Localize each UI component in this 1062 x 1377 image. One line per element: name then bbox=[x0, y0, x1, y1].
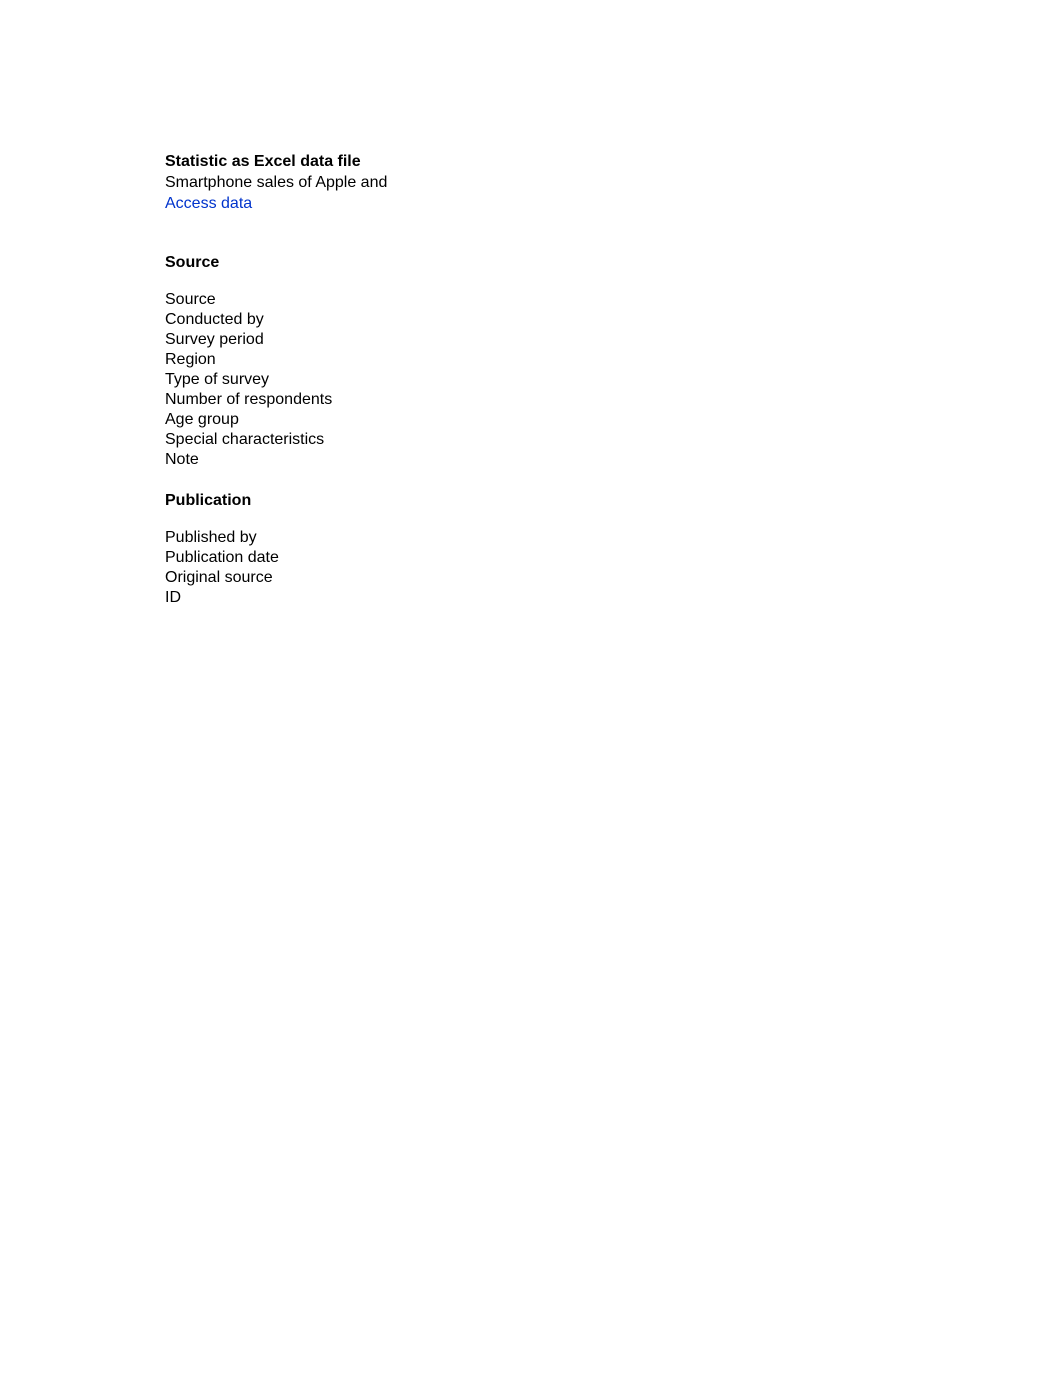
publication-section: Publication Published by Publication dat… bbox=[165, 492, 387, 608]
note-label: Note bbox=[165, 450, 387, 470]
number-of-respondents-label: Number of respondents bbox=[165, 390, 387, 410]
region-label: Region bbox=[165, 350, 387, 370]
publication-date-label: Publication date bbox=[165, 548, 387, 568]
content-container: Statistic as Excel data file Smartphone … bbox=[165, 152, 387, 608]
publication-heading: Publication bbox=[165, 492, 387, 510]
type-of-survey-label: Type of survey bbox=[165, 370, 387, 390]
original-source-label: Original source bbox=[165, 568, 387, 588]
source-label: Source bbox=[165, 290, 387, 310]
source-section: Source Source Conducted by Survey period… bbox=[165, 254, 387, 470]
conducted-by-label: Conducted by bbox=[165, 310, 387, 330]
survey-period-label: Survey period bbox=[165, 330, 387, 350]
source-heading: Source bbox=[165, 254, 387, 272]
id-label: ID bbox=[165, 588, 387, 608]
excel-title: Statistic as Excel data file bbox=[165, 152, 387, 173]
published-by-label: Published by bbox=[165, 528, 387, 548]
access-data-link[interactable]: Access data bbox=[165, 194, 387, 215]
special-characteristics-label: Special characteristics bbox=[165, 430, 387, 450]
excel-subtitle: Smartphone sales of Apple and bbox=[165, 173, 387, 194]
age-group-label: Age group bbox=[165, 410, 387, 430]
excel-section: Statistic as Excel data file Smartphone … bbox=[165, 152, 387, 214]
